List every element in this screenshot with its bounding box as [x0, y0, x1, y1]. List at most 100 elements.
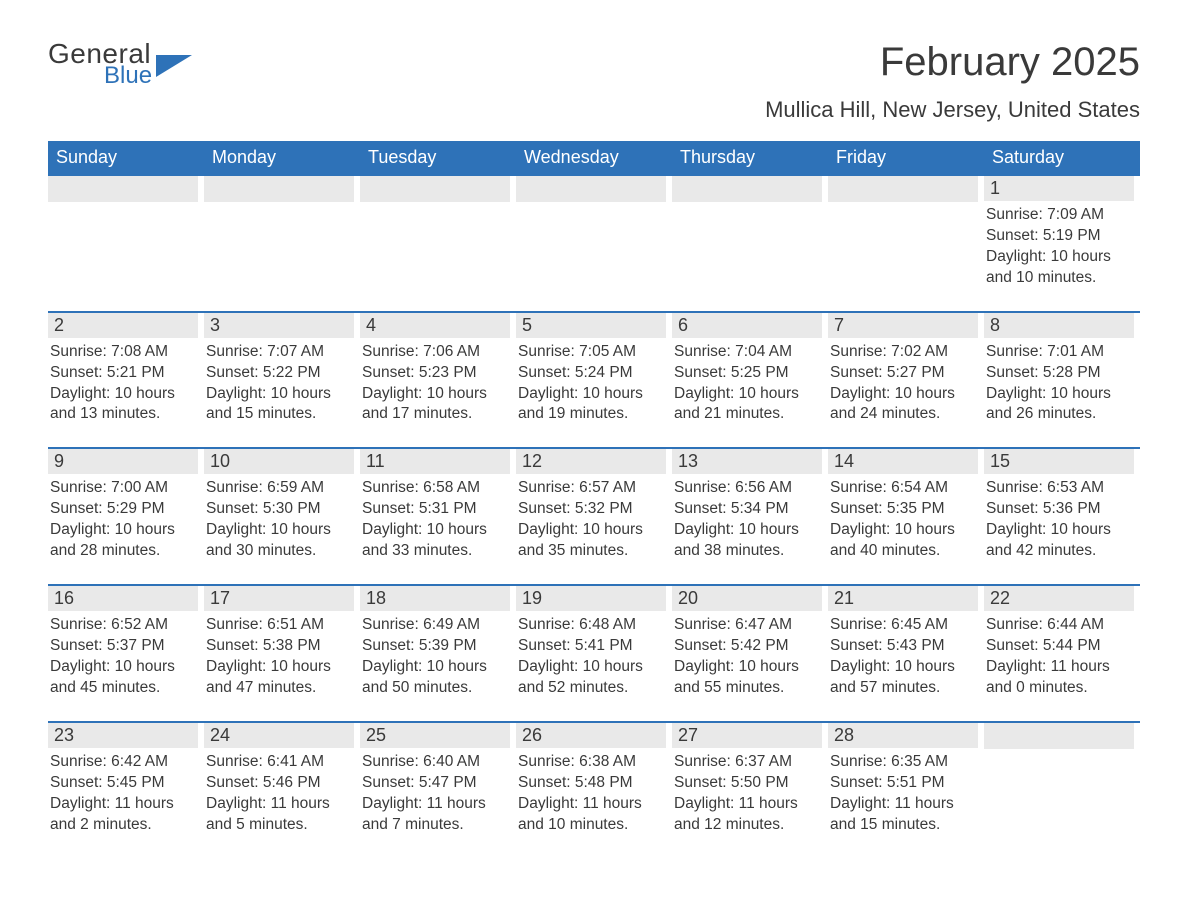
calendar-cell: 16Sunrise: 6:52 AMSunset: 5:37 PMDayligh… [48, 584, 204, 721]
sunset-line: Sunset: 5:19 PM [986, 226, 1134, 247]
sunset-line: Sunset: 5:50 PM [674, 773, 822, 794]
daylight-line: Daylight: 10 hours and 17 minutes. [362, 384, 510, 426]
daylight-line: Daylight: 10 hours and 21 minutes. [674, 384, 822, 426]
day-number: 3 [204, 313, 354, 338]
sunrise-line: Sunrise: 6:59 AM [206, 478, 354, 499]
daylight-line: Daylight: 10 hours and 40 minutes. [830, 520, 978, 562]
day-number-empty [828, 176, 978, 202]
daylight-line: Daylight: 11 hours and 7 minutes. [362, 794, 510, 836]
day-number: 25 [360, 723, 510, 748]
calendar-cell: 26Sunrise: 6:38 AMSunset: 5:48 PMDayligh… [516, 721, 672, 858]
daylight-line: Daylight: 10 hours and 30 minutes. [206, 520, 354, 562]
day-info: Sunrise: 6:37 AMSunset: 5:50 PMDaylight:… [672, 752, 822, 836]
sunrise-line: Sunrise: 7:08 AM [50, 342, 198, 363]
logo-word-blue: Blue [104, 64, 152, 88]
calendar-grid: SundayMondayTuesdayWednesdayThursdayFrid… [48, 141, 1140, 857]
logo-text: General Blue [48, 40, 152, 88]
sunrise-line: Sunrise: 6:52 AM [50, 615, 198, 636]
sunrise-line: Sunrise: 7:09 AM [986, 205, 1134, 226]
day-number: 8 [984, 313, 1134, 338]
calendar-cell: 7Sunrise: 7:02 AMSunset: 5:27 PMDaylight… [828, 311, 984, 448]
daylight-line: Daylight: 11 hours and 15 minutes. [830, 794, 978, 836]
sunset-line: Sunset: 5:28 PM [986, 363, 1134, 384]
sunrise-line: Sunrise: 6:37 AM [674, 752, 822, 773]
calendar-cell: 13Sunrise: 6:56 AMSunset: 5:34 PMDayligh… [672, 447, 828, 584]
sunset-line: Sunset: 5:27 PM [830, 363, 978, 384]
sunset-line: Sunset: 5:35 PM [830, 499, 978, 520]
day-info: Sunrise: 7:05 AMSunset: 5:24 PMDaylight:… [516, 342, 666, 426]
sunrise-line: Sunrise: 7:01 AM [986, 342, 1134, 363]
month-title: February 2025 [765, 40, 1140, 85]
day-number: 6 [672, 313, 822, 338]
location: Mullica Hill, New Jersey, United States [765, 97, 1140, 123]
sunrise-line: Sunrise: 7:00 AM [50, 478, 198, 499]
daylight-line: Daylight: 10 hours and 52 minutes. [518, 657, 666, 699]
calendar-cell-empty [360, 174, 516, 311]
sunrise-line: Sunrise: 6:44 AM [986, 615, 1134, 636]
flag-icon [156, 55, 192, 77]
daylight-line: Daylight: 10 hours and 50 minutes. [362, 657, 510, 699]
day-number: 19 [516, 586, 666, 611]
day-number: 10 [204, 449, 354, 474]
sunset-line: Sunset: 5:45 PM [50, 773, 198, 794]
sunset-line: Sunset: 5:24 PM [518, 363, 666, 384]
sunset-line: Sunset: 5:32 PM [518, 499, 666, 520]
sunset-line: Sunset: 5:46 PM [206, 773, 354, 794]
day-info: Sunrise: 6:56 AMSunset: 5:34 PMDaylight:… [672, 478, 822, 562]
day-number-empty [672, 176, 822, 202]
sunrise-line: Sunrise: 6:51 AM [206, 615, 354, 636]
daylight-line: Daylight: 11 hours and 0 minutes. [986, 657, 1134, 699]
sunrise-line: Sunrise: 6:41 AM [206, 752, 354, 773]
header: General Blue February 2025 Mullica Hill,… [48, 40, 1140, 123]
calendar-cell: 5Sunrise: 7:05 AMSunset: 5:24 PMDaylight… [516, 311, 672, 448]
sunrise-line: Sunrise: 7:04 AM [674, 342, 822, 363]
daylight-line: Daylight: 10 hours and 57 minutes. [830, 657, 978, 699]
daylight-line: Daylight: 10 hours and 33 minutes. [362, 520, 510, 562]
day-number-empty [360, 176, 510, 202]
daylight-line: Daylight: 10 hours and 28 minutes. [50, 520, 198, 562]
day-number: 9 [48, 449, 198, 474]
day-info: Sunrise: 6:57 AMSunset: 5:32 PMDaylight:… [516, 478, 666, 562]
sunrise-line: Sunrise: 6:35 AM [830, 752, 978, 773]
day-number: 7 [828, 313, 978, 338]
calendar-cell-empty [828, 174, 984, 311]
sunrise-line: Sunrise: 7:02 AM [830, 342, 978, 363]
day-number: 2 [48, 313, 198, 338]
sunset-line: Sunset: 5:38 PM [206, 636, 354, 657]
day-number: 17 [204, 586, 354, 611]
day-info: Sunrise: 7:07 AMSunset: 5:22 PMDaylight:… [204, 342, 354, 426]
day-info: Sunrise: 6:52 AMSunset: 5:37 PMDaylight:… [48, 615, 198, 699]
day-info: Sunrise: 6:59 AMSunset: 5:30 PMDaylight:… [204, 478, 354, 562]
day-info: Sunrise: 7:08 AMSunset: 5:21 PMDaylight:… [48, 342, 198, 426]
sunset-line: Sunset: 5:43 PM [830, 636, 978, 657]
day-number: 14 [828, 449, 978, 474]
day-of-week-header: Wednesday [516, 141, 672, 174]
day-info: Sunrise: 6:53 AMSunset: 5:36 PMDaylight:… [984, 478, 1134, 562]
daylight-line: Daylight: 10 hours and 19 minutes. [518, 384, 666, 426]
sunset-line: Sunset: 5:22 PM [206, 363, 354, 384]
calendar-cell: 19Sunrise: 6:48 AMSunset: 5:41 PMDayligh… [516, 584, 672, 721]
sunset-line: Sunset: 5:30 PM [206, 499, 354, 520]
calendar-cell: 28Sunrise: 6:35 AMSunset: 5:51 PMDayligh… [828, 721, 984, 858]
day-number: 23 [48, 723, 198, 748]
day-number-empty [48, 176, 198, 202]
daylight-line: Daylight: 10 hours and 35 minutes. [518, 520, 666, 562]
calendar-cell: 27Sunrise: 6:37 AMSunset: 5:50 PMDayligh… [672, 721, 828, 858]
sunrise-line: Sunrise: 7:06 AM [362, 342, 510, 363]
sunset-line: Sunset: 5:39 PM [362, 636, 510, 657]
day-of-week-header: Tuesday [360, 141, 516, 174]
calendar-cell: 11 Sunrise: 6:58 AMSunset: 5:31 PMDayligh… [360, 447, 516, 584]
calendar-cell: 17Sunrise: 6:51 AMSunset: 5:38 PMDayligh… [204, 584, 360, 721]
day-info: Sunrise: 6:58 AMSunset: 5:31 PMDaylight:… [360, 478, 510, 562]
day-number: 11 [360, 449, 510, 474]
calendar-cell: 22Sunrise: 6:44 AMSunset: 5:44 PMDayligh… [984, 584, 1140, 721]
day-of-week-header: Sunday [48, 141, 204, 174]
calendar-cell: 3 Sunrise: 7:07 AMSunset: 5:22 PMDaylight… [204, 311, 360, 448]
day-number: 4 [360, 313, 510, 338]
daylight-line: Daylight: 10 hours and 26 minutes. [986, 384, 1134, 426]
calendar-cell: 9Sunrise: 7:00 AMSunset: 5:29 PMDaylight… [48, 447, 204, 584]
daylight-line: Daylight: 10 hours and 42 minutes. [986, 520, 1134, 562]
daylight-line: Daylight: 10 hours and 10 minutes. [986, 247, 1134, 289]
calendar-cell: 15Sunrise: 6:53 AMSunset: 5:36 PMDayligh… [984, 447, 1140, 584]
sunset-line: Sunset: 5:21 PM [50, 363, 198, 384]
